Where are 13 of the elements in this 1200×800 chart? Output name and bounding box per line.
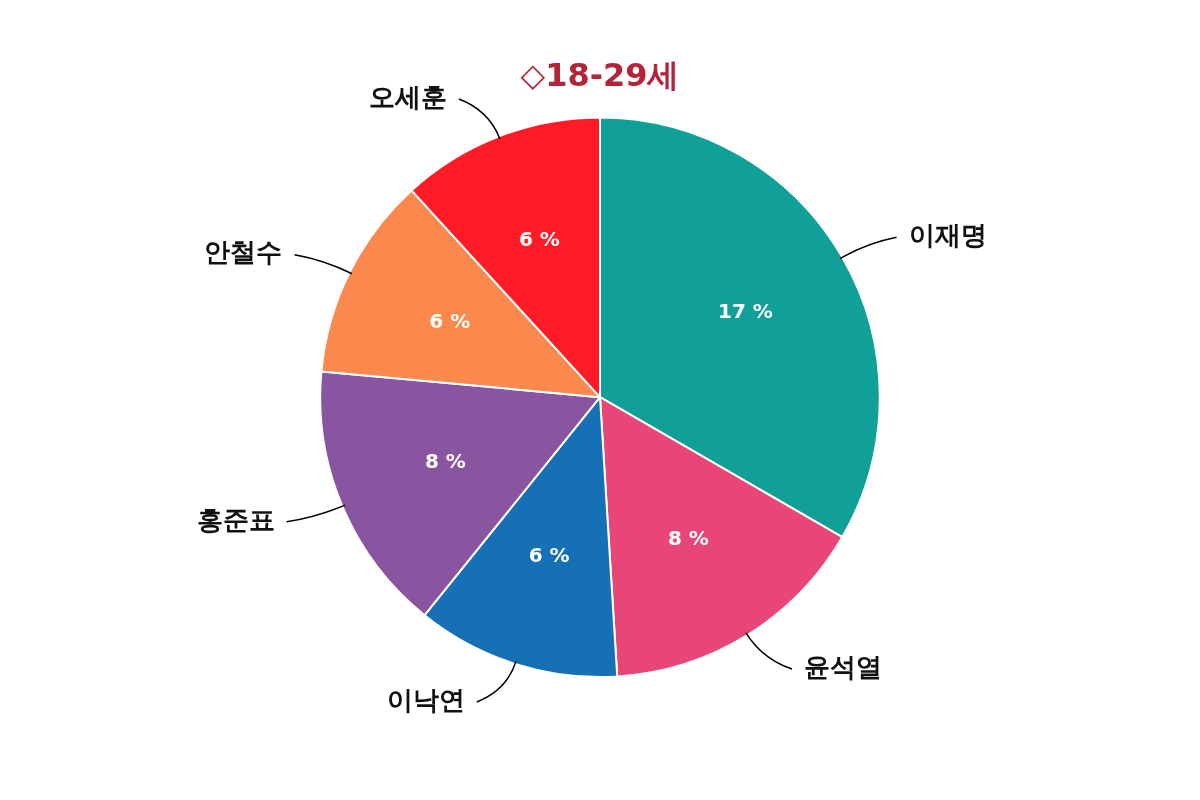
slice-label: 윤석열 (804, 651, 883, 682)
data-label: 6 % (518, 226, 560, 251)
data-label: 8 % (424, 448, 466, 473)
data-label: 6 % (429, 308, 471, 333)
data-label: 6 % (528, 543, 570, 568)
slice-label: 이재명 (908, 220, 987, 251)
data-label: 8 % (667, 526, 709, 551)
slice-label: 안철수 (204, 237, 283, 268)
slice-label: 이낙연 (386, 684, 465, 715)
chart-title: ◇18-29세 (520, 55, 680, 94)
slice-label: 오세훈 (368, 81, 447, 112)
slice-label: 홍준표 (196, 504, 275, 535)
data-label: 17 % (717, 299, 773, 324)
